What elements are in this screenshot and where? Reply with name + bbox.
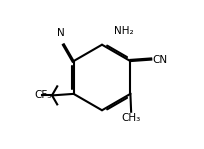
Text: NH₂: NH₂ bbox=[114, 26, 134, 36]
Text: CF₃: CF₃ bbox=[34, 90, 51, 100]
Text: CN: CN bbox=[153, 55, 168, 65]
Text: N: N bbox=[57, 28, 65, 38]
Text: CH₃: CH₃ bbox=[122, 113, 141, 123]
